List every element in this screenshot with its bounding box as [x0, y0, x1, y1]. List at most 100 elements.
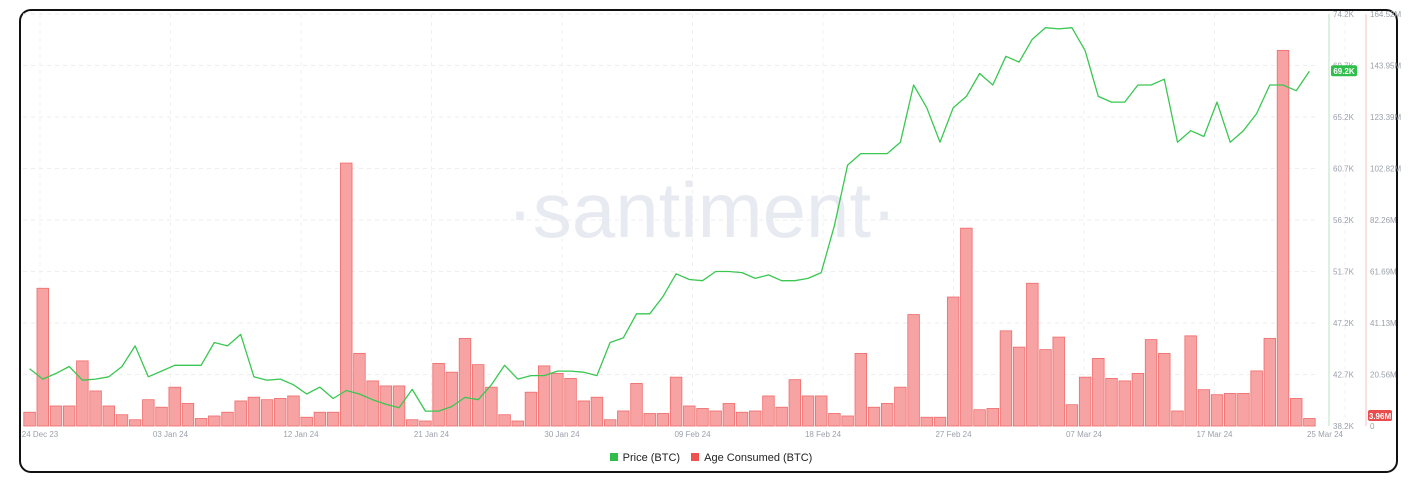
- price-tick-label: 74.2K: [1333, 10, 1355, 19]
- age-bar: [23, 411, 36, 427]
- age-bar: [247, 396, 261, 427]
- age-bar: [524, 391, 538, 427]
- age-bar: [287, 395, 300, 427]
- age-bar: [1065, 404, 1079, 427]
- price-tick-label: 38.2K: [1333, 422, 1355, 431]
- age-bar: [696, 408, 709, 427]
- age-bar: [128, 419, 142, 427]
- legend-label-price: Price (BTC): [622, 452, 681, 464]
- age-bar: [76, 360, 89, 427]
- age-bar: [577, 400, 590, 427]
- age-bar: [1290, 398, 1303, 427]
- age-bar: [722, 403, 736, 427]
- age-bar: [155, 406, 168, 427]
- age-bar: [89, 390, 102, 427]
- legend-label-age: Age Consumed (BTC): [704, 452, 813, 464]
- legend: Price (BTC) Age Consumed (BTC): [0, 452, 1422, 464]
- age-bar: [920, 416, 933, 427]
- age-badge-label: 3.96M: [1369, 412, 1392, 421]
- age-bar: [1224, 393, 1237, 427]
- legend-swatch-price: [609, 453, 618, 461]
- x-tick-label: 30 Jan 24: [544, 430, 580, 439]
- age-bar: [907, 314, 920, 427]
- age-bar: [1184, 335, 1197, 427]
- age-bar: [894, 386, 907, 427]
- price-tick-label: 60.7K: [1333, 165, 1355, 174]
- age-bar: [432, 362, 445, 427]
- age-bar: [669, 376, 683, 427]
- legend-item-age[interactable]: Age Consumed (BTC): [691, 452, 812, 464]
- age-bar: [1144, 339, 1158, 427]
- age-bar: [419, 420, 432, 427]
- price-tick-label: 56.2K: [1333, 216, 1355, 225]
- x-tick-label: 24 Dec 23: [22, 430, 59, 439]
- age-bar: [498, 414, 511, 427]
- age-bar: [445, 371, 458, 427]
- age-bar: [656, 413, 670, 427]
- age-bar: [986, 408, 999, 427]
- x-tick-label: 03 Jan 24: [153, 430, 189, 439]
- legend-item-price[interactable]: Price (BTC): [609, 452, 681, 464]
- age-bar: [854, 352, 868, 427]
- age-bar: [168, 386, 181, 427]
- age-bar: [1237, 393, 1250, 427]
- x-tick-label: 09 Feb 24: [674, 430, 711, 439]
- age-bar: [300, 416, 313, 427]
- price-badge: [1331, 65, 1357, 77]
- age-bar: [933, 416, 947, 427]
- age-bar: [564, 378, 577, 427]
- age-bar: [353, 352, 366, 427]
- age-bar: [1039, 349, 1052, 427]
- age-bar: [603, 419, 617, 427]
- age-tick-label: 41.13M: [1370, 319, 1397, 328]
- age-bar: [617, 410, 630, 427]
- age-bar: [801, 395, 815, 427]
- age-tick-label: 0: [1370, 422, 1375, 431]
- age-bar: [208, 415, 221, 427]
- age-tick-label: 61.69M: [1370, 268, 1397, 277]
- age-bar: [762, 395, 775, 427]
- age-bar: [1250, 370, 1263, 427]
- watermark: ·santiment·: [507, 166, 897, 254]
- axes: 38.2K42.7K47.2K51.7K56.2K60.7K65.2K69.7K…: [22, 10, 1402, 439]
- legend-swatch-age: [691, 453, 700, 461]
- age-bar: [709, 410, 722, 427]
- x-tick-label: 21 Jan 24: [414, 430, 450, 439]
- age-bar: [775, 406, 788, 427]
- age-bar: [749, 410, 762, 427]
- age-bar: [841, 415, 854, 427]
- age-tick-label: 20.56M: [1370, 371, 1397, 380]
- age-bar: [867, 406, 881, 427]
- age-bar: [1078, 376, 1092, 427]
- age-bar: [340, 162, 353, 427]
- age-bar: [1118, 380, 1131, 427]
- age-bar: [313, 411, 327, 427]
- age-tick-label: 164.52M: [1370, 10, 1401, 19]
- age-bar: [630, 383, 643, 427]
- age-bar: [999, 330, 1013, 427]
- age-bar: [102, 405, 115, 427]
- age-bar: [471, 364, 485, 427]
- x-tick-label: 12 Jan 24: [283, 430, 319, 439]
- age-bar: [1197, 389, 1211, 427]
- price-badge-label: 69.2K: [1333, 67, 1355, 76]
- age-bar: [181, 403, 195, 427]
- price-tick-label: 42.7K: [1333, 371, 1355, 380]
- age-bar: [260, 399, 274, 427]
- age-bar: [973, 409, 986, 427]
- age-bar: [366, 380, 379, 427]
- age-bar: [1105, 378, 1118, 427]
- age-bar: [1052, 336, 1065, 427]
- age-bar: [735, 411, 749, 427]
- x-tick-label: 27 Feb 24: [935, 430, 972, 439]
- age-consumed-bars: [23, 49, 1316, 427]
- age-bar: [881, 403, 894, 427]
- age-bar: [1263, 337, 1277, 427]
- age-bar: [643, 413, 656, 427]
- age-bar: [1171, 410, 1184, 427]
- age-bar: [828, 413, 841, 427]
- age-bar: [788, 379, 802, 427]
- age-bar: [458, 337, 472, 427]
- price-tick-label: 51.7K: [1333, 268, 1355, 277]
